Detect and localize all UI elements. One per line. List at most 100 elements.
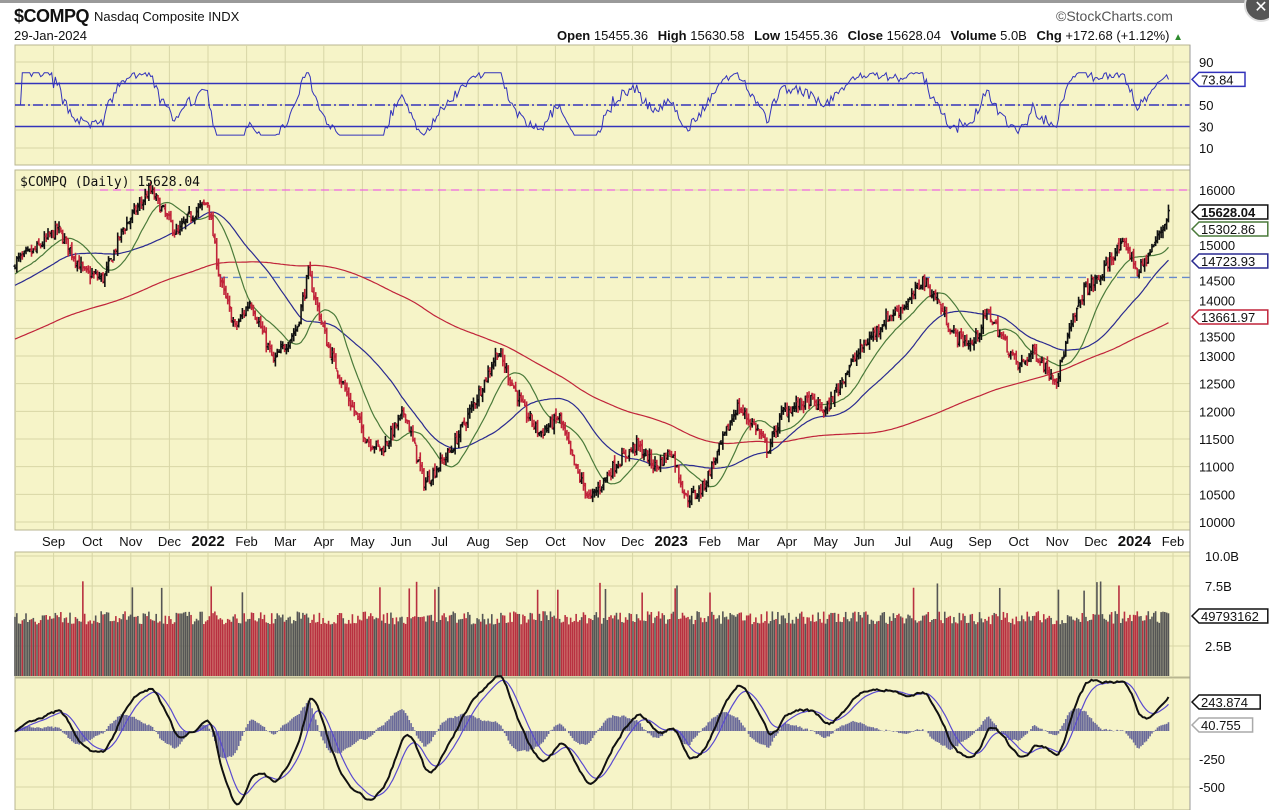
macd-histogram-bar bbox=[775, 731, 777, 736]
macd-histogram-bar bbox=[953, 731, 955, 748]
volume-bar bbox=[927, 611, 930, 676]
volume-bar bbox=[1092, 614, 1095, 676]
macd-histogram-bar bbox=[736, 717, 739, 731]
macd-histogram-bar bbox=[434, 731, 436, 735]
volume-bar bbox=[461, 618, 464, 676]
volume-bar bbox=[1090, 619, 1093, 676]
volume-bar bbox=[346, 623, 348, 676]
macd-histogram-bar bbox=[522, 731, 524, 751]
volume-bar bbox=[435, 622, 438, 676]
volume-bar bbox=[463, 613, 466, 676]
macd-histogram-bar bbox=[54, 726, 57, 731]
close-value: 15628.04 bbox=[886, 28, 941, 43]
macd-histogram-bar bbox=[305, 703, 308, 731]
volume-bar bbox=[214, 611, 216, 676]
macd-histogram-bar bbox=[137, 719, 139, 731]
volume-bar bbox=[481, 613, 484, 676]
macd-histogram-bar bbox=[362, 731, 365, 740]
macd-histogram-bar bbox=[417, 731, 420, 739]
x-axis-label: Apr bbox=[314, 534, 335, 549]
macd-histogram-bar bbox=[285, 723, 288, 731]
macd-histogram-bar bbox=[87, 731, 90, 740]
macd-histogram-bar bbox=[698, 731, 700, 733]
volume-bar bbox=[465, 618, 467, 676]
macd-histogram-bar bbox=[1053, 731, 1056, 736]
volume-bar bbox=[105, 612, 108, 676]
macd-histogram-bar bbox=[96, 731, 99, 736]
volume-bar bbox=[659, 618, 662, 676]
volume-bar bbox=[155, 613, 158, 676]
volume-bar bbox=[894, 618, 897, 676]
macd-histogram-bar bbox=[1000, 731, 1003, 733]
volume-bar bbox=[280, 617, 282, 676]
macd-histogram-bar bbox=[258, 723, 260, 731]
macd-histogram-bar bbox=[1015, 731, 1018, 741]
volume-bar bbox=[604, 588, 607, 676]
macd-histogram-bar bbox=[868, 726, 871, 731]
security-name-text: Nasdaq Composite bbox=[94, 9, 205, 24]
macd-histogram-bar bbox=[503, 731, 506, 734]
volume-bar bbox=[318, 612, 321, 676]
macd-histogram-bar bbox=[921, 729, 924, 731]
macd-histogram-bar bbox=[146, 725, 148, 731]
macd-histogram-bar bbox=[1130, 731, 1133, 740]
volume-bar bbox=[160, 587, 163, 676]
macd-histogram-bar bbox=[965, 731, 968, 740]
macd-histogram-bar bbox=[375, 729, 378, 731]
macd-histogram-bar bbox=[32, 727, 35, 731]
volume-bar bbox=[982, 622, 985, 676]
brand-link[interactable]: ©StockCharts.com bbox=[1056, 8, 1173, 24]
volume-bar bbox=[940, 620, 942, 676]
macd-histogram-bar bbox=[28, 726, 31, 731]
volume-bar bbox=[1140, 616, 1142, 676]
macd-histogram-bar bbox=[606, 718, 609, 731]
volume-bar bbox=[960, 620, 963, 676]
volume-bar bbox=[127, 616, 130, 676]
price-tick-label: 13000 bbox=[1199, 349, 1235, 364]
volume-bar bbox=[89, 620, 91, 676]
volume-bar bbox=[489, 623, 491, 676]
volume-bar bbox=[846, 619, 849, 676]
macd-histogram-bar bbox=[38, 727, 40, 731]
volume-bar bbox=[373, 619, 376, 676]
x-axis-label: Dec bbox=[158, 534, 182, 549]
volume-bar bbox=[1017, 621, 1019, 676]
macd-histogram-bar bbox=[265, 730, 268, 731]
volume-bar bbox=[335, 623, 337, 676]
macd-histogram-bar bbox=[1064, 719, 1067, 731]
volume-bar bbox=[624, 617, 627, 676]
volume-bar bbox=[210, 586, 213, 676]
volume-bar bbox=[1121, 618, 1124, 676]
close-icon[interactable]: ✕ bbox=[1244, 0, 1269, 22]
macd-histogram-bar bbox=[804, 728, 807, 731]
volume-bar bbox=[832, 612, 834, 676]
volume-bar bbox=[140, 623, 143, 676]
volume-bar bbox=[49, 616, 51, 676]
volume-bar bbox=[907, 614, 909, 676]
volume-bar bbox=[52, 618, 55, 676]
volume-bar bbox=[309, 622, 312, 676]
volume-bar bbox=[573, 620, 576, 676]
volume-bar bbox=[630, 613, 632, 676]
volume-bar bbox=[1151, 616, 1153, 676]
price-bar bbox=[1166, 204, 1170, 223]
price-bar bbox=[1005, 335, 1009, 353]
volume-bar bbox=[819, 618, 821, 676]
x-axis-label: Jul bbox=[894, 534, 911, 549]
macd-histogram-bar bbox=[832, 731, 834, 734]
macd-histogram-bar bbox=[212, 731, 214, 737]
high-value: 15630.58 bbox=[690, 28, 745, 43]
macd-histogram-bar bbox=[731, 715, 733, 731]
volume-bar bbox=[558, 618, 561, 676]
high-label: High bbox=[657, 28, 687, 43]
volume-bar bbox=[921, 615, 924, 676]
macd-histogram-bar bbox=[690, 731, 693, 742]
macd-histogram-bar bbox=[703, 727, 706, 731]
volume-bar bbox=[841, 622, 843, 676]
macd-histogram-bar bbox=[56, 727, 58, 731]
macd-histogram-bar bbox=[815, 731, 818, 735]
macd-histogram-bar bbox=[43, 727, 46, 731]
volume-bar bbox=[511, 621, 513, 676]
macd-histogram-bar bbox=[1119, 730, 1122, 731]
macd-histogram-bar bbox=[252, 719, 255, 731]
